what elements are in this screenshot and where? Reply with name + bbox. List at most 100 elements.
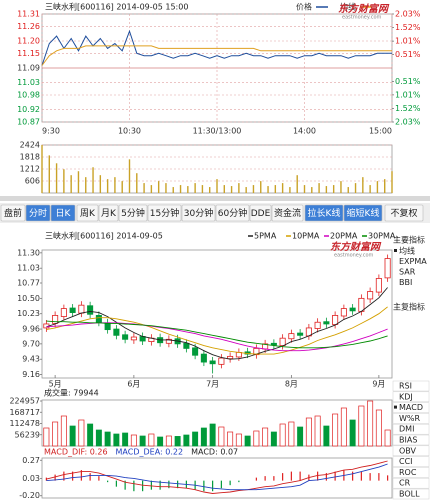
toolbar-button[interactable]: 资金流: [271, 204, 304, 222]
button-label[interactable]: 资金流: [274, 207, 301, 219]
indicator-item[interactable]: DMI: [399, 425, 414, 434]
button-face[interactable]: [271, 204, 304, 222]
button-face[interactable]: [118, 204, 148, 222]
x-tick-label: 9:30: [42, 127, 60, 136]
button-label[interactable]: 盘前: [4, 207, 22, 219]
candle-body: [60, 308, 67, 317]
y-tick-label: -0.20: [19, 491, 40, 500]
indicator-item[interactable]: SAR: [399, 268, 416, 277]
indicator-item[interactable]: CCI: [399, 457, 413, 466]
button-label[interactable]: 缩短K线: [347, 207, 380, 219]
volume-bar: [367, 400, 374, 447]
indicator-item[interactable]: RSI: [399, 382, 412, 391]
indicator-item[interactable]: 均线: [399, 246, 415, 256]
button-label[interactable]: 不复权: [390, 207, 417, 219]
toolbar-button[interactable]: 5分钟: [118, 204, 148, 222]
y2-tick-label: 1.52%: [395, 104, 421, 113]
indicator-box[interactable]: [392, 434, 430, 446]
button-face[interactable]: [50, 204, 76, 222]
button-face[interactable]: [181, 204, 216, 222]
button-label[interactable]: 15分钟: [150, 207, 179, 219]
chart-title: 三峡水利[600116] 2014-09-05 15:00: [45, 2, 188, 12]
button-face[interactable]: [249, 204, 272, 222]
toolbar-button[interactable]: 拉长K线: [304, 204, 344, 222]
indicator-item[interactable]: BIAS: [399, 436, 417, 445]
toolbar-button[interactable]: 日K: [50, 204, 76, 222]
button-label[interactable]: 60分钟: [218, 207, 247, 219]
indicator-box[interactable]: [392, 402, 430, 413]
indicator-item[interactable]: W%R: [399, 414, 421, 423]
indicator-item[interactable]: BBI: [399, 278, 412, 287]
toolbar-button[interactable]: 60分钟: [215, 204, 250, 222]
indicator-item[interactable]: MACD: [399, 403, 423, 412]
volume-bar: [216, 179, 218, 193]
volume-bar: [314, 415, 321, 447]
volume-bar: [99, 175, 102, 193]
button-face[interactable]: [304, 204, 344, 222]
y-tick-label: 224957: [9, 397, 40, 406]
volume-bar: [85, 177, 87, 193]
indicator-item[interactable]: EXPMA: [399, 257, 427, 266]
button-label[interactable]: DDE: [251, 209, 271, 219]
toolbar-button[interactable]: 周K: [76, 204, 99, 222]
volume-bar: [201, 185, 204, 193]
button-label[interactable]: 周K: [80, 208, 96, 219]
button-face[interactable]: [98, 204, 119, 222]
button-face[interactable]: [215, 204, 250, 222]
toolbar-button[interactable]: 缩短K线: [343, 204, 383, 222]
button-face[interactable]: [76, 204, 99, 222]
toolbar-button[interactable]: 盘前: [0, 204, 26, 222]
indicator-box[interactable]: [392, 477, 430, 489]
candle-body: [314, 321, 321, 329]
y-tick-label: 11.20: [17, 37, 40, 46]
button-face[interactable]: [25, 204, 51, 222]
toolbar-button[interactable]: 不复权: [384, 204, 424, 222]
indicator-box[interactable]: [392, 380, 430, 392]
volume-bar: [260, 181, 262, 193]
y-tick-label: 9.96: [22, 325, 40, 334]
button-face[interactable]: [0, 204, 26, 222]
y-tick-label: 11.03: [17, 264, 40, 273]
volume-bar: [358, 405, 365, 447]
candle-body: [288, 333, 295, 340]
indicator-item[interactable]: OBV: [399, 446, 417, 455]
volume-bar: [187, 186, 189, 193]
button-label[interactable]: 分时: [29, 207, 47, 219]
toolbar-button[interactable]: 分时: [25, 204, 51, 222]
selected-marker: [394, 405, 397, 409]
candle-body: [323, 321, 330, 325]
indicator-item[interactable]: BOLL: [399, 490, 420, 499]
toolbar-button[interactable]: 15分钟: [147, 204, 182, 222]
volume-bar: [157, 436, 164, 447]
indicator-box[interactable]: [392, 488, 430, 500]
button-label[interactable]: 5分钟: [121, 207, 145, 219]
indicator-box[interactable]: [392, 391, 430, 403]
button-label[interactable]: 日K: [56, 208, 72, 219]
button-face[interactable]: [343, 204, 383, 222]
indicator-item[interactable]: KDJ: [399, 392, 413, 401]
volume-bar: [150, 185, 153, 193]
indicator-box[interactable]: [392, 456, 430, 467]
candle-body: [52, 315, 59, 324]
button-face[interactable]: [384, 204, 424, 222]
button-label[interactable]: 拉长K线: [308, 207, 341, 219]
volume-bar: [376, 181, 379, 193]
indicator-box[interactable]: [392, 413, 430, 424]
button-face[interactable]: [147, 204, 182, 222]
y-tick-label: 11.09: [17, 64, 40, 73]
indicator-box[interactable]: [392, 445, 430, 457]
button-label[interactable]: 30分钟: [184, 207, 213, 219]
legend-label: 均线: [340, 2, 356, 12]
indicator-item[interactable]: CR: [399, 479, 411, 488]
volume-bar: [223, 185, 225, 193]
volume-bar: [238, 183, 240, 193]
indicator-box[interactable]: [392, 467, 430, 478]
indicator-box[interactable]: [392, 423, 430, 435]
button-label[interactable]: 月K: [101, 208, 117, 219]
toolbar-button[interactable]: DDE: [249, 204, 272, 222]
toolbar-button[interactable]: 月K: [98, 204, 119, 222]
volume-bar: [209, 187, 211, 193]
toolbar-button[interactable]: 30分钟: [181, 204, 216, 222]
indicator-item[interactable]: ROC: [399, 468, 417, 477]
